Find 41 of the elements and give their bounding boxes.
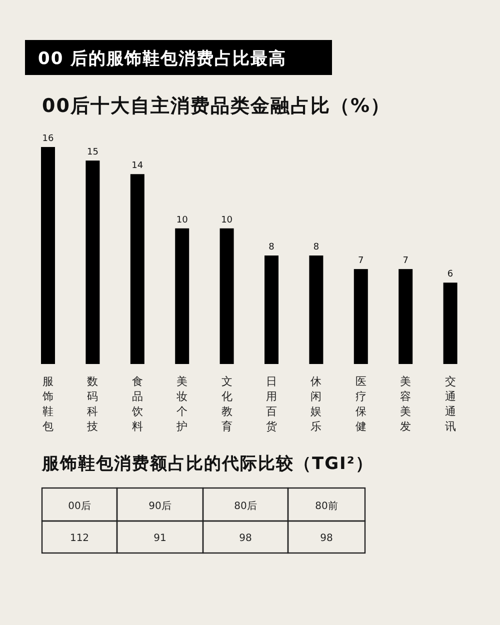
bar [130, 174, 144, 364]
x-tick-label: 服饰鞋包 [42, 375, 54, 433]
x-tick-label: 交通通讯 [444, 375, 456, 433]
bar [398, 269, 413, 364]
x-tick-label: 日用百货 [266, 375, 277, 433]
data-label: 10 [176, 215, 188, 226]
bar [354, 269, 368, 364]
x-tick-label: 休闲娱乐 [310, 375, 322, 433]
data-label: 98 [239, 533, 252, 544]
x-tick-label: 文化教育 [221, 375, 232, 433]
bar [264, 256, 278, 364]
category-label: 00后 [68, 500, 91, 512]
data-label: 8 [268, 242, 275, 252]
category-label: 80后 [234, 500, 257, 512]
bar [443, 282, 458, 364]
data-label: 14 [132, 161, 144, 172]
data-label: 91 [154, 533, 166, 544]
data-label: 98 [320, 533, 333, 544]
bar [220, 228, 234, 364]
bar [309, 256, 324, 364]
x-tick-label: 数码科技 [86, 375, 98, 433]
chart-subtitle: 00后十大自主消费品类金融占比（%） [42, 95, 390, 117]
data-label: 15 [86, 148, 98, 158]
data-label: 7 [402, 256, 408, 266]
x-tick-label: 医疗保健 [355, 375, 366, 433]
bar [175, 228, 190, 364]
data-label: 16 [42, 134, 54, 144]
x-tick-label: 食品饮料 [130, 375, 143, 433]
data-label: 10 [221, 215, 233, 226]
data-label: 8 [313, 242, 320, 252]
bar [86, 160, 100, 364]
x-tick-label: 美妆个护 [176, 375, 188, 433]
bar [41, 147, 55, 364]
category-label: 80前 [315, 500, 338, 512]
category-label: 90后 [148, 500, 172, 512]
chart-title: 00 后的服饰鞋包消费占比最高 [38, 49, 287, 69]
data-label: 7 [358, 256, 364, 266]
text: 服饰鞋包消费额占比的代际比较（TGI²） [41, 454, 374, 474]
x-tick-label: 美容美发 [400, 375, 412, 433]
data-label: 6 [447, 270, 454, 280]
data-label: 112 [70, 533, 90, 544]
